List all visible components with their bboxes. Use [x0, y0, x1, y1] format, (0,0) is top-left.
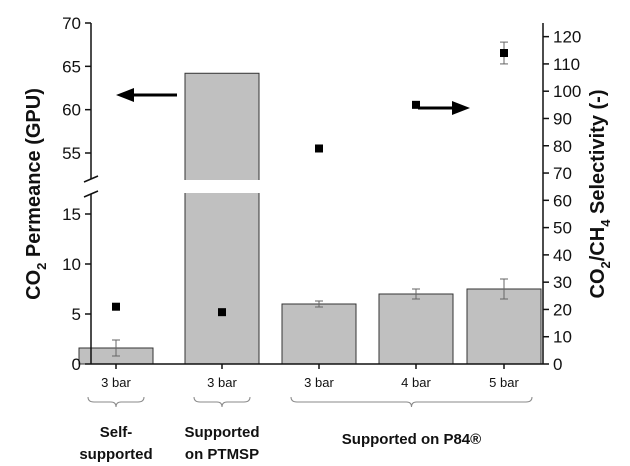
- axis-break-gap: [184, 180, 260, 193]
- right-axis-arrow-head: [452, 101, 470, 115]
- y-tick-label: 15: [62, 205, 81, 224]
- x-tick-label: 3 bar: [101, 375, 131, 390]
- left-axis-arrow-head: [116, 88, 134, 102]
- text-layer: 0 5 10 15 55 60 65 70 0 10 20 30 40 50 60 70 80 90 100 110 1…: [62, 14, 581, 463]
- selectivity-marker: [412, 100, 420, 109]
- axis-break-mark: [83, 190, 99, 198]
- y2-tick-label: 10: [553, 328, 572, 347]
- group-label: supported: [79, 446, 152, 463]
- y-tick-label: 70: [62, 14, 81, 33]
- y2-tick-label: 80: [553, 137, 572, 156]
- y-tick-label: 60: [62, 101, 81, 120]
- y2-tick-label: 100: [553, 82, 581, 101]
- y-tick-label: 0: [72, 355, 81, 374]
- y-axis-title-text: CO2 Permeance (GPU): [23, 88, 49, 300]
- axis-break-mark: [83, 175, 99, 183]
- y2-axis-title-text: CO2/CH4 Selectivity (-): [587, 90, 613, 299]
- y2-tick-label: 0: [553, 355, 562, 374]
- y2-tick-label: 60: [553, 191, 572, 210]
- x-tick-label: 4 bar: [401, 375, 431, 390]
- x-tick-label: 3 bar: [207, 375, 237, 390]
- bar: [378, 293, 454, 365]
- y2-tick-label: 120: [553, 28, 581, 47]
- x-tick-label: 5 bar: [489, 375, 519, 390]
- selectivity-marker: [112, 302, 120, 311]
- bar: [466, 288, 542, 365]
- y2-axis-title-p1: CO: [587, 268, 609, 298]
- group-bracket: [290, 396, 533, 408]
- y2-tick-label: 30: [553, 273, 572, 292]
- bar: [281, 303, 357, 365]
- group-label: on PTMSP: [185, 446, 259, 463]
- markers-layer: [112, 49, 508, 317]
- y2-tick-label: 50: [553, 219, 572, 238]
- group-bracket: [193, 396, 251, 408]
- y-tick-label: 10: [62, 255, 81, 274]
- y-tick-label: 5: [72, 305, 81, 324]
- y2-tick-label: 70: [553, 164, 572, 183]
- y-axis-title-rest: Permeance (GPU): [23, 88, 45, 263]
- y-axis-title: CO2 Permeance (GPU): [23, 88, 49, 300]
- y2-axis-title-p3: Selectivity (-): [587, 90, 609, 220]
- y2-axis-title: CO2/CH4 Selectivity (-): [587, 90, 613, 299]
- group-label: Supported on P84®: [342, 431, 481, 448]
- group-label: Self-: [100, 424, 133, 441]
- bar: [184, 72, 260, 365]
- selectivity-marker: [315, 144, 323, 153]
- y2-tick-label: 90: [553, 109, 572, 128]
- error-bars-layer: [112, 41, 508, 357]
- bars-layer: [78, 72, 542, 365]
- y2-tick-label: 110: [553, 55, 580, 74]
- y-tick-label: 65: [62, 57, 81, 76]
- y-axis-title-main: CO: [23, 270, 45, 300]
- group-label: Supported: [185, 424, 260, 441]
- y2-axis-title-s2: 4: [598, 219, 613, 227]
- y2-axis-title-s1: 2: [598, 261, 613, 268]
- group-bracket: [87, 396, 145, 408]
- axes-layer: [83, 22, 549, 408]
- y2-axis-title-p2: /CH: [587, 227, 609, 261]
- y-axis-title-sub: 2: [34, 263, 49, 270]
- y-tick-label: 55: [62, 144, 81, 163]
- selectivity-marker: [500, 49, 508, 58]
- y2-tick-label: 40: [553, 246, 572, 265]
- x-tick-label: 3 bar: [304, 375, 334, 390]
- y2-tick-label: 20: [553, 300, 572, 319]
- selectivity-marker: [218, 308, 226, 317]
